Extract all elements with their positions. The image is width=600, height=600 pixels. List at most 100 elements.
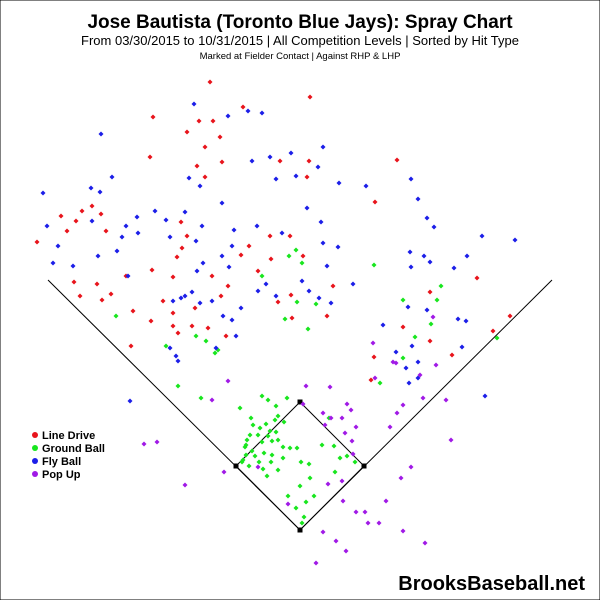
point-ground-ball-8 (438, 283, 444, 289)
point-ground-ball-30 (267, 428, 273, 434)
point-fly-ball-99 (482, 393, 488, 399)
point-ground-ball-32 (275, 413, 281, 419)
point-line-drive-39 (148, 318, 154, 324)
point-line-drive-36 (99, 297, 105, 303)
point-pop-up-2 (300, 401, 306, 407)
point-ground-ball-10 (286, 253, 292, 259)
point-ground-ball-20 (203, 338, 209, 344)
point-fly-ball-74 (408, 176, 414, 182)
point-fly-ball-30 (231, 227, 237, 233)
point-pop-up-22 (365, 520, 371, 526)
point-line-drive-48 (225, 283, 231, 289)
point-fly-ball-78 (479, 233, 485, 239)
second-base (297, 399, 303, 405)
point-ground-ball-17 (113, 313, 119, 319)
legend-marker-fly-ball (32, 458, 38, 464)
point-line-drive-46 (209, 273, 215, 279)
point-ground-ball-48 (243, 452, 249, 458)
point-fly-ball-9 (44, 223, 50, 229)
point-ground-ball-79 (239, 459, 245, 465)
point-fly-ball-85 (405, 304, 411, 310)
point-line-drive-53 (246, 243, 252, 249)
point-fly-ball-29 (219, 200, 225, 206)
point-line-drive-68 (427, 338, 433, 344)
point-ground-ball-42 (269, 438, 275, 444)
point-fly-ball-34 (200, 260, 206, 266)
point-fly-ball-63 (316, 295, 322, 301)
point-fly-ball-86 (380, 322, 386, 328)
point-line-drive-45 (192, 305, 198, 311)
point-ground-ball-26 (248, 415, 254, 421)
point-line-drive-24 (34, 239, 40, 245)
point-fly-ball-32 (226, 264, 232, 270)
point-fly-ball-8 (40, 190, 46, 196)
point-line-drive-65 (368, 377, 374, 383)
point-ground-ball-64 (303, 499, 309, 505)
point-fly-ball-17 (199, 223, 205, 229)
point-fly-ball-0 (191, 101, 197, 107)
point-line-drive-14 (304, 174, 310, 180)
point-pop-up-48 (422, 540, 428, 546)
point-pop-up-20 (353, 509, 359, 515)
point-fly-ball-6 (88, 185, 94, 191)
point-fly-ball-42 (220, 313, 226, 319)
point-pop-up-43 (320, 529, 326, 535)
point-fly-ball-98 (127, 398, 133, 404)
point-fly-ball-21 (119, 234, 125, 240)
point-ground-ball-75 (352, 459, 358, 465)
point-fly-ball-94 (455, 316, 461, 322)
point-ground-ball-46 (244, 437, 250, 443)
point-ground-ball-33 (281, 419, 287, 425)
point-line-drive-35 (94, 281, 100, 287)
point-ground-ball-5 (377, 380, 383, 386)
point-fly-ball-55 (336, 180, 342, 186)
point-fly-ball-20 (135, 230, 141, 236)
point-fly-ball-77 (431, 224, 437, 230)
point-ground-ball-16 (282, 316, 288, 322)
point-line-drive-4 (196, 118, 202, 124)
point-ground-ball-57 (275, 467, 281, 473)
point-fly-ball-2 (245, 108, 251, 114)
point-fly-ball-53 (293, 173, 299, 179)
third-base (233, 463, 239, 469)
point-fly-ball-27 (186, 175, 192, 181)
point-ground-ball-7 (412, 334, 418, 340)
point-line-drive-41 (170, 310, 176, 316)
point-ground-ball-69 (299, 520, 305, 526)
point-fly-ball-11 (89, 218, 95, 224)
point-line-drive-3 (240, 104, 246, 110)
point-fly-ball-1 (225, 113, 231, 119)
point-line-drive-40 (160, 298, 166, 304)
point-line-drive-58 (300, 253, 306, 259)
point-fly-ball-13 (134, 214, 140, 220)
point-fly-ball-82 (427, 259, 433, 265)
point-ground-ball-65 (311, 493, 317, 499)
point-ground-ball-39 (259, 439, 265, 445)
point-fly-ball-70 (254, 223, 260, 229)
point-ground-ball-34 (259, 393, 265, 399)
point-pop-up-13 (209, 397, 215, 403)
point-ground-ball-54 (260, 466, 266, 472)
point-fly-ball-46 (213, 345, 219, 351)
point-fly-ball-40 (197, 300, 203, 306)
point-pop-up-18 (339, 478, 345, 484)
point-line-drive-26 (178, 219, 184, 225)
point-fly-ball-16 (182, 209, 188, 215)
point-ground-ball-2 (434, 297, 440, 303)
point-pop-up-46 (343, 548, 349, 554)
point-fly-ball-84 (421, 253, 427, 259)
legend-label-ground-ball: Ground Ball (42, 443, 105, 455)
point-pop-up-36 (390, 359, 396, 365)
first-base (361, 463, 367, 469)
point-line-drive-60 (288, 292, 294, 298)
point-line-drive-66 (400, 324, 406, 330)
point-pop-up-49 (325, 481, 331, 487)
point-pop-up-34 (370, 340, 376, 346)
point-line-drive-25 (103, 228, 109, 234)
point-pop-up-42 (285, 501, 291, 507)
point-ground-ball-68 (285, 493, 291, 499)
point-fly-ball-92 (403, 365, 409, 371)
legend-label-line-drive: Line Drive (42, 430, 95, 442)
point-line-drive-54 (255, 268, 261, 274)
